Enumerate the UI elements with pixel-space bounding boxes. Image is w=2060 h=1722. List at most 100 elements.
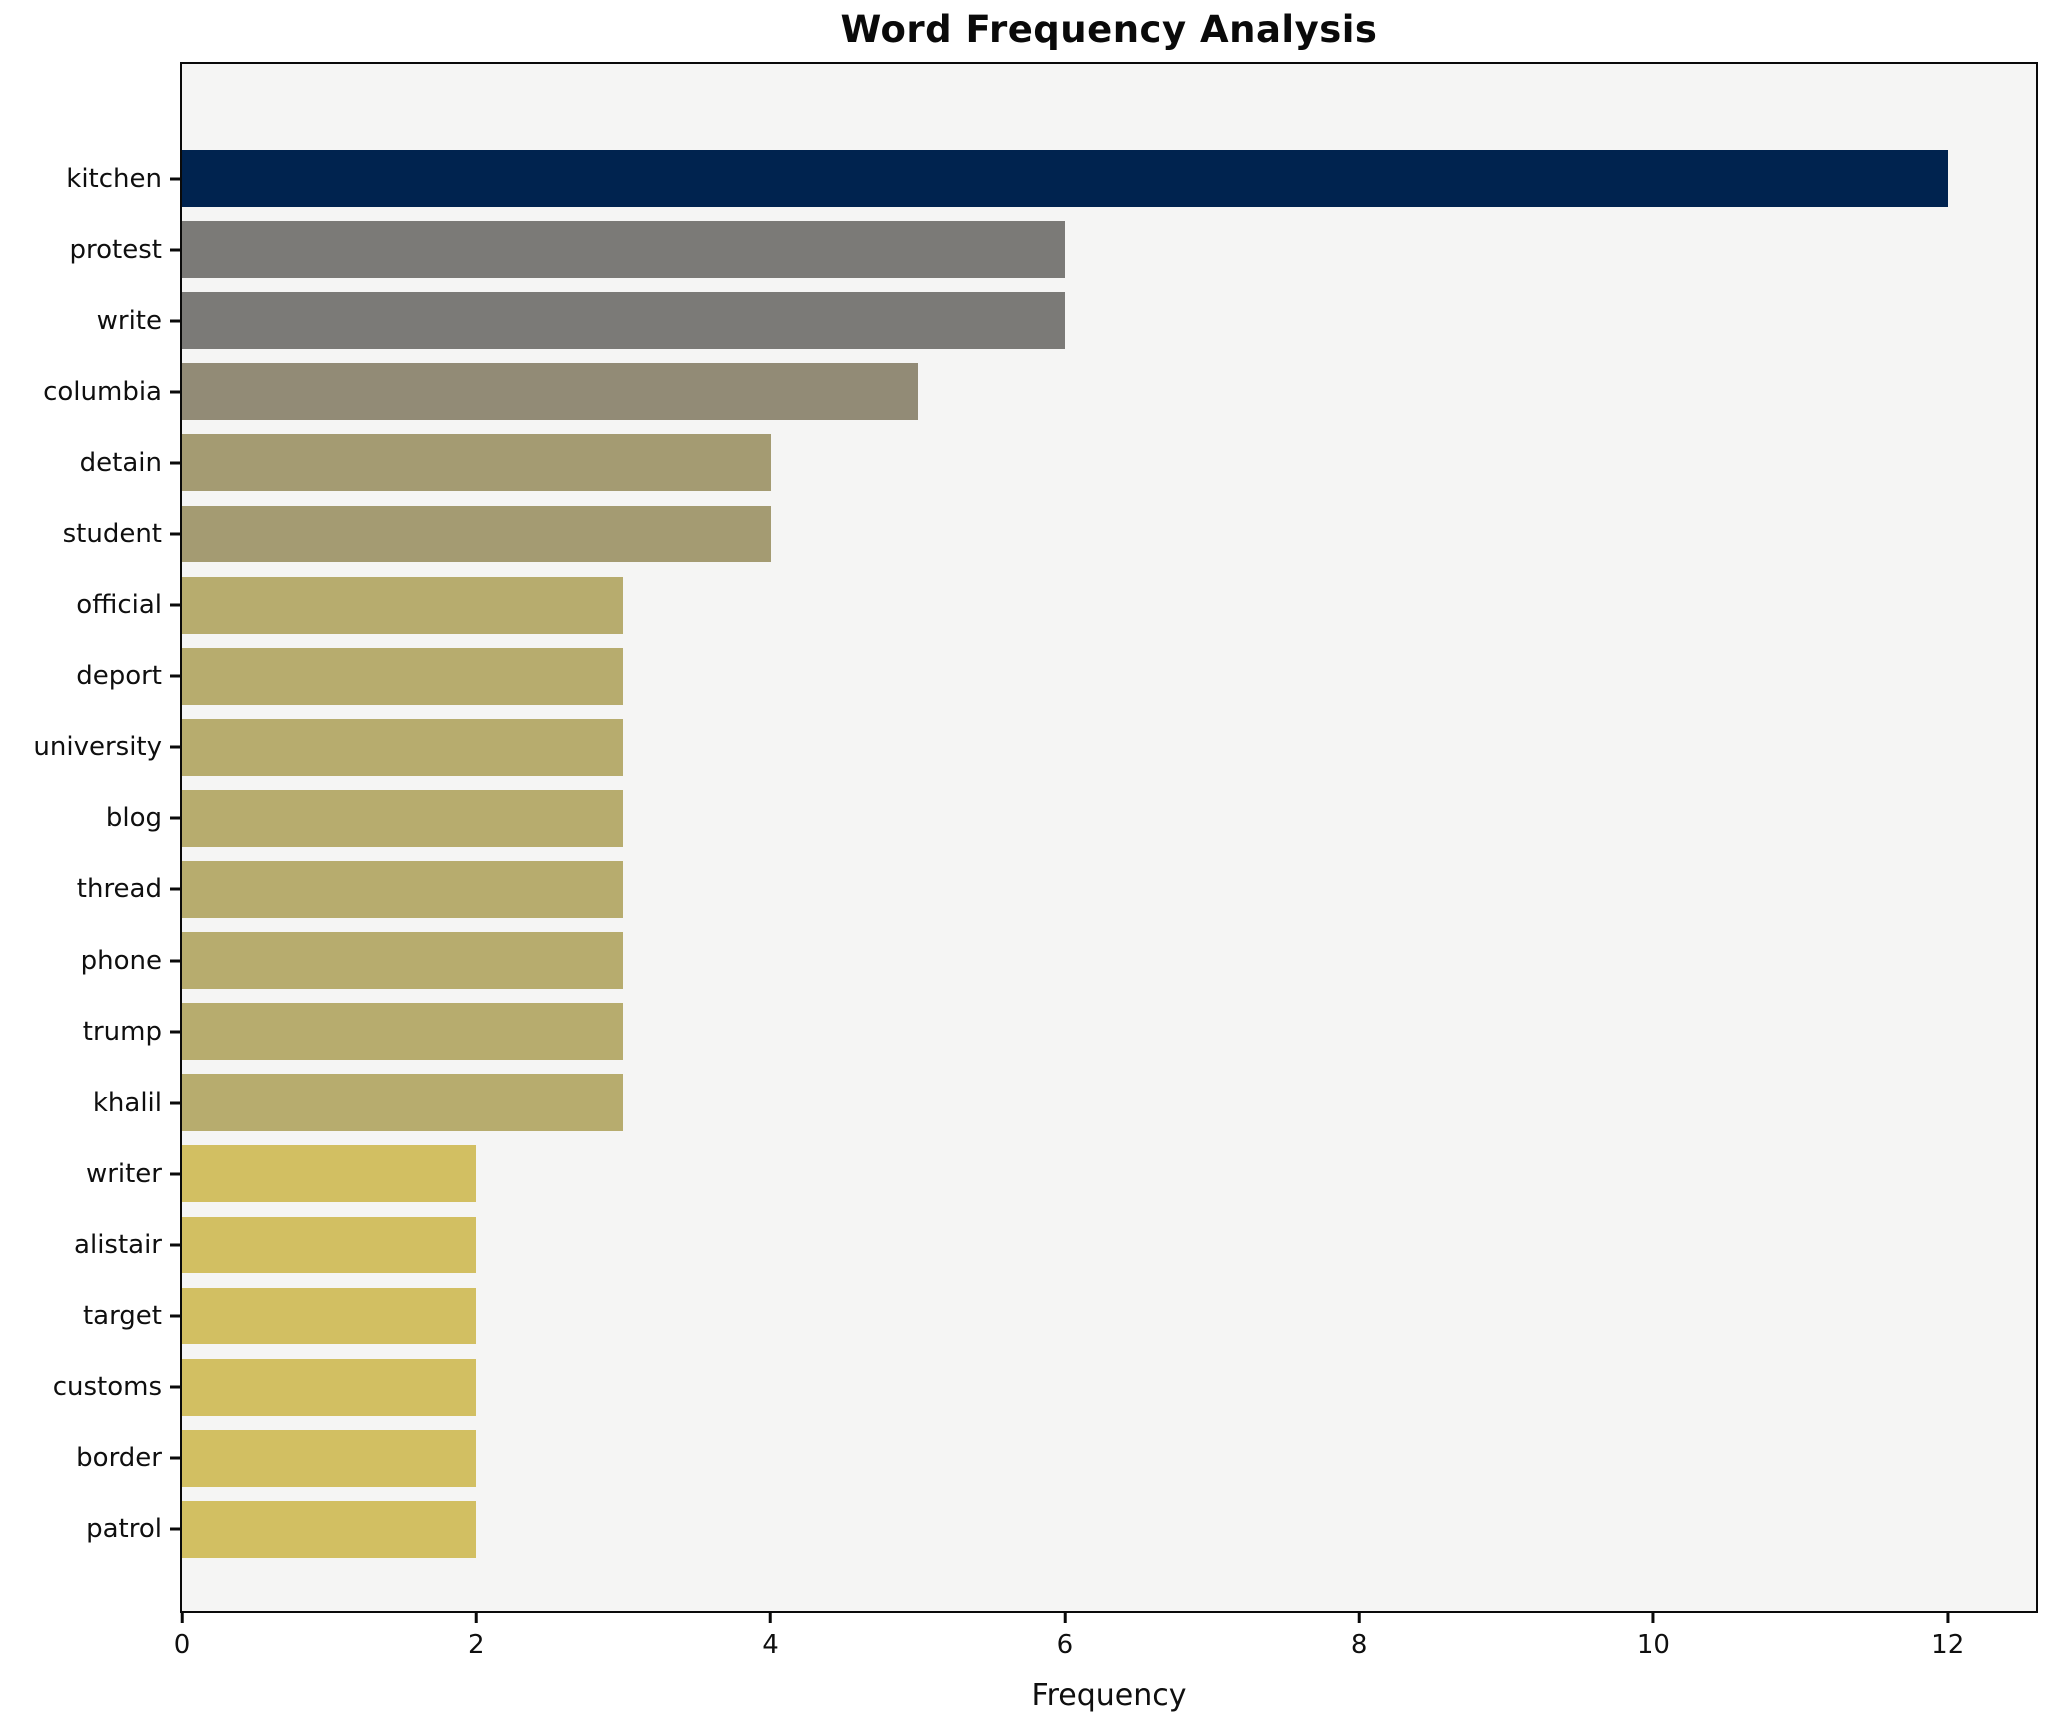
bar-row: patrol xyxy=(86,1494,2036,1565)
bar-deport xyxy=(182,647,624,705)
x-tick-label: 4 xyxy=(762,1630,779,1660)
y-tick-mark xyxy=(170,603,180,607)
bars-area: kitchen protest write columbia detain student… xyxy=(33,143,2036,1565)
bar-row: khalil xyxy=(93,1067,2036,1138)
x-tick-label: 6 xyxy=(1056,1630,1074,1660)
bar-row: customs xyxy=(53,1352,2036,1423)
y-tick-mark xyxy=(170,1030,180,1034)
y-tick-mark xyxy=(170,959,180,963)
bar-row: deport xyxy=(76,641,2036,712)
y-tick-mark xyxy=(170,1243,180,1247)
y-tick-mark xyxy=(170,1101,180,1105)
bar-writer xyxy=(182,1145,477,1203)
y-tick-label: university xyxy=(33,732,162,763)
x-tick: 10 xyxy=(1637,1611,1670,1658)
x-tick-mark xyxy=(769,1611,773,1623)
bar-kitchen xyxy=(182,150,1948,207)
y-tick-mark xyxy=(170,248,180,252)
bar-columbia xyxy=(182,363,918,421)
y-tick-mark xyxy=(170,1527,180,1531)
bar-trump xyxy=(182,1003,624,1061)
bar-row: protest xyxy=(70,214,2036,285)
x-tick-mark xyxy=(1946,1611,1950,1623)
bar-row: student xyxy=(63,498,2036,569)
bar-row: phone xyxy=(81,925,2036,996)
bar-row: alistair xyxy=(74,1209,2036,1280)
bar-thread xyxy=(182,861,624,918)
y-tick-label: alistair xyxy=(74,1229,162,1260)
y-tick-label: columbia xyxy=(43,376,162,407)
y-tick-label: kitchen xyxy=(66,163,162,194)
x-tick: 12 xyxy=(1931,1611,1964,1658)
bar-row: university xyxy=(33,712,2036,783)
bar-student xyxy=(182,505,771,563)
bar-alistair xyxy=(182,1216,477,1274)
y-tick-mark xyxy=(170,319,180,323)
x-tick-mark xyxy=(1063,1611,1067,1623)
y-tick-mark xyxy=(170,887,180,891)
bar-border xyxy=(182,1429,477,1487)
x-tick: 6 xyxy=(1056,1611,1074,1660)
bar-row: detain xyxy=(80,427,2036,498)
bar-row: blog xyxy=(106,783,2036,854)
x-tick-label: 2 xyxy=(468,1630,485,1660)
y-tick-label: patrol xyxy=(86,1514,162,1545)
bar-blog xyxy=(182,789,624,847)
x-tick-label: 12 xyxy=(1931,1630,1965,1660)
x-tick-mark xyxy=(474,1611,478,1623)
x-tick: 8 xyxy=(1350,1611,1368,1660)
y-tick-mark xyxy=(170,1172,180,1176)
x-tick-label: 8 xyxy=(1350,1630,1368,1660)
y-tick-label: writer xyxy=(85,1158,162,1189)
y-tick-mark xyxy=(170,1456,180,1460)
y-tick-label: phone xyxy=(80,945,162,976)
y-tick-label: write xyxy=(96,305,162,336)
y-tick-mark xyxy=(170,816,180,820)
x-tick-mark xyxy=(1357,1611,1361,1623)
x-tick-mark xyxy=(180,1611,184,1623)
bar-university xyxy=(182,718,624,776)
y-tick-label: official xyxy=(76,590,162,621)
plot-area: kitchen protest write columbia detain student… xyxy=(33,62,2038,1658)
y-tick-label: khalil xyxy=(92,1087,162,1118)
y-tick-mark xyxy=(170,1314,180,1318)
bar-row: kitchen xyxy=(66,143,2036,214)
bar-write xyxy=(182,292,1065,350)
bar-row: border xyxy=(76,1423,2036,1494)
bar-protest xyxy=(182,221,1065,279)
bar-row: write xyxy=(97,285,2036,356)
bar-row: trump xyxy=(83,996,2036,1067)
y-tick-label: protest xyxy=(69,234,162,265)
y-tick-mark xyxy=(170,177,180,181)
y-tick-label: thread xyxy=(76,874,162,905)
x-axis-label: Frequency xyxy=(1031,1678,1187,1713)
x-tick-label: 10 xyxy=(1636,1630,1670,1660)
y-tick-mark xyxy=(170,390,180,394)
y-tick-label: blog xyxy=(105,803,162,834)
y-tick-mark xyxy=(170,674,180,678)
y-tick-label: border xyxy=(76,1443,162,1474)
y-tick-label: detain xyxy=(79,447,162,478)
bar-khalil xyxy=(182,1074,624,1132)
y-tick-mark xyxy=(170,1385,180,1389)
y-tick-label: customs xyxy=(52,1372,162,1403)
bar-row: target xyxy=(83,1281,2036,1352)
bar-patrol xyxy=(182,1500,477,1558)
y-tick-label: trump xyxy=(82,1016,162,1047)
x-tick-mark xyxy=(1651,1611,1655,1623)
bar-detain xyxy=(182,434,771,492)
y-tick-mark xyxy=(170,532,180,536)
x-tick: 4 xyxy=(762,1611,779,1658)
x-tick: 0 xyxy=(173,1611,191,1660)
bar-row: writer xyxy=(86,1138,2036,1209)
chart-title: Word Frequency Analysis xyxy=(840,8,1378,51)
bar-target xyxy=(182,1287,477,1345)
y-tick-label: student xyxy=(62,519,162,550)
y-tick-mark xyxy=(170,745,180,749)
x-tick-label: 0 xyxy=(173,1630,191,1660)
bar-customs xyxy=(182,1358,477,1416)
y-tick-label: target xyxy=(82,1301,162,1332)
bar-row: official xyxy=(76,570,2036,641)
bar-row: columbia xyxy=(43,356,2036,427)
